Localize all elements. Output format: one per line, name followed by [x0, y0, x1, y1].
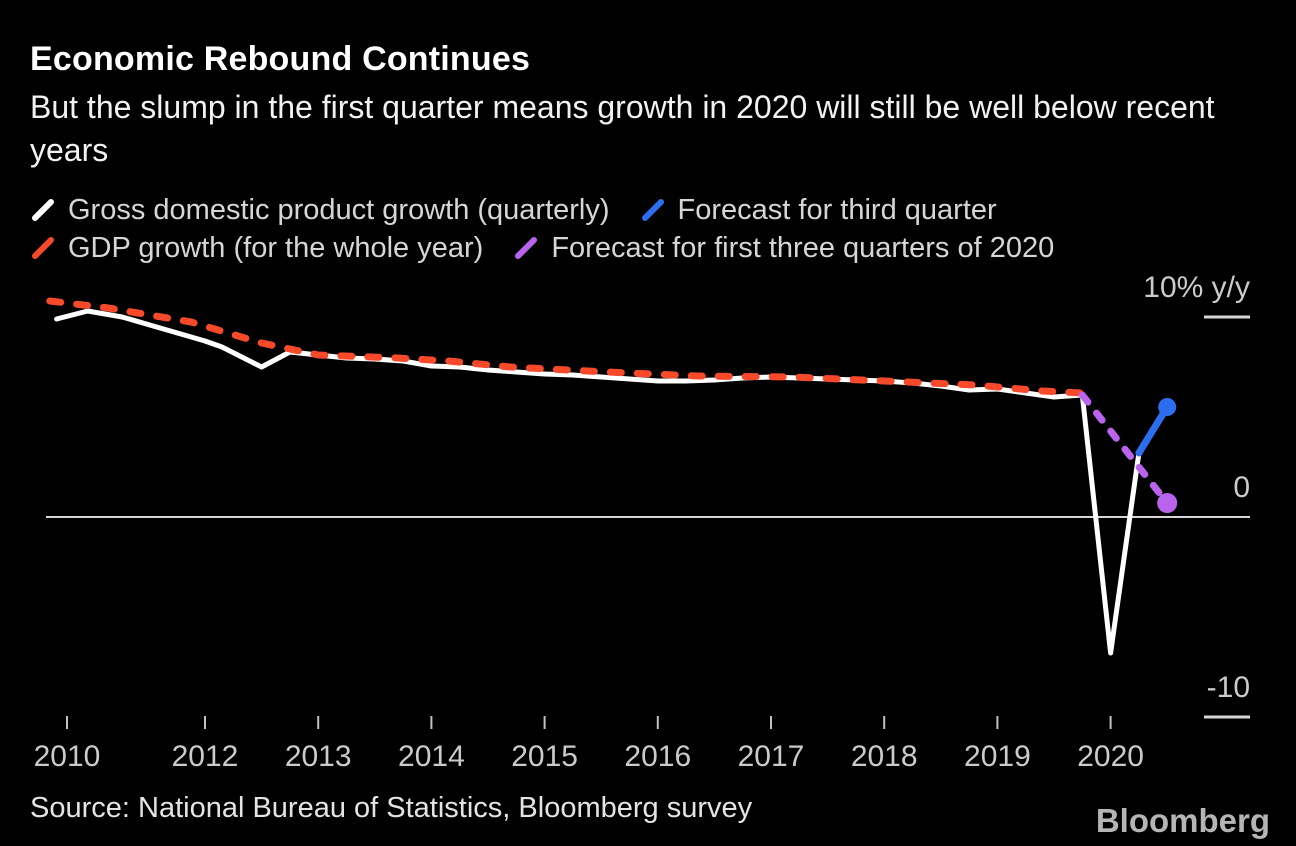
x-axis-label: 2013 [284, 740, 352, 773]
series-endpoint-forecast-first-three-quarters [1157, 493, 1178, 513]
legend-item-label: Forecast for first three quarters of 202… [551, 231, 1055, 264]
y-axis-label: 10% y/y [1143, 271, 1250, 304]
legend-slash-icon [641, 199, 664, 221]
x-axis-label: 2017 [737, 740, 805, 773]
legend-item-gdp-quarterly: Gross domestic product growth (quarterly… [30, 194, 610, 227]
legend-row: Gross domestic product growth (quarterly… [30, 191, 1054, 229]
x-axis-label: 2016 [624, 740, 692, 773]
legend-slash-icon [32, 199, 54, 221]
legend-item-gdp-whole-year: GDP growth (for the whole year) [30, 232, 483, 265]
legend-item-label: Forecast for third quarter [677, 193, 997, 226]
x-axis-label: 2014 [398, 740, 465, 773]
x-axis-label: 2012 [171, 740, 239, 773]
series-line-gdp-quarterly [54, 308, 1142, 656]
legend-item-label: Gross domestic product growth (quarterly… [68, 193, 610, 226]
y-axis-label: -10 [1206, 671, 1250, 704]
source-note: Source: National Bureau of Statistics, B… [30, 792, 753, 824]
chart-title: Economic Rebound Continues [30, 40, 531, 78]
bloomberg-logo: Bloomberg [1095, 802, 1270, 839]
legend-item-forecast-third-quarter: Forecast for third quarter [640, 194, 997, 227]
legend-slash-icon [515, 237, 538, 259]
legend-item-forecast-first-three-quarters: Forecast for first three quarters of 202… [513, 232, 1054, 265]
series-line-forecast-first-three-quarters [1078, 391, 1171, 507]
x-axis-label: 2020 [1077, 740, 1144, 773]
x-axis-label: 2019 [964, 740, 1031, 773]
legend-slash-icon [32, 237, 54, 259]
series-endpoint-forecast-third-quarter [1158, 398, 1177, 416]
legend-item-label: GDP growth (for the whole year) [68, 231, 484, 264]
legend-row: GDP growth (for the whole year) Forecast … [30, 229, 1054, 267]
chart-subtitle: But the slump in the first quarter means… [30, 89, 1215, 168]
series-line-gdp-whole-year [46, 297, 1086, 397]
x-axis-label: 2010 [33, 740, 101, 773]
series-line-forecast-third-quarter [1135, 403, 1171, 457]
x-axis-label: 2015 [511, 740, 578, 773]
x-axis-label: 2018 [850, 740, 918, 773]
legend: Gross domestic product growth (quarterly… [30, 191, 1054, 267]
y-axis-label: 0 [1233, 471, 1250, 504]
